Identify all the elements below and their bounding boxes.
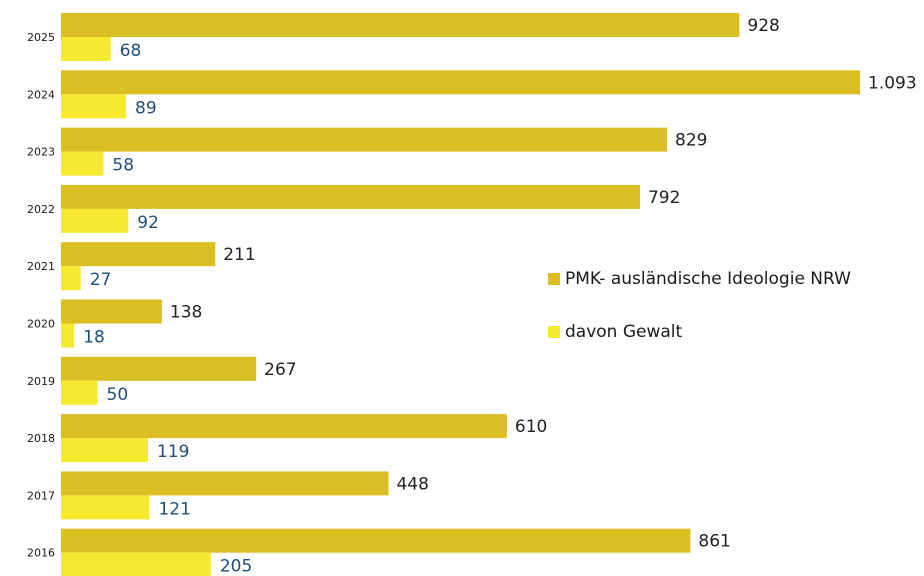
bar-main-2023 bbox=[61, 127, 668, 152]
bar-main-2020 bbox=[61, 299, 162, 324]
data-label-sub-2023: 58 bbox=[112, 156, 134, 176]
category-label-2016: 2016 bbox=[27, 547, 55, 560]
bar-sub-2023 bbox=[61, 151, 104, 176]
bar-main-2021 bbox=[61, 242, 216, 267]
bar-main-2024 bbox=[61, 70, 860, 95]
bar-sub-2021 bbox=[61, 266, 81, 291]
data-label-main-2020: 138 bbox=[170, 303, 202, 323]
bar-sub-2016 bbox=[61, 552, 211, 576]
data-label-sub-2021: 27 bbox=[90, 270, 112, 290]
legend-label-1: davon Gewalt bbox=[565, 322, 683, 342]
bar-sub-2017 bbox=[61, 495, 150, 520]
data-label-main-2019: 267 bbox=[264, 360, 296, 380]
category-label-2025: 2025 bbox=[27, 31, 55, 44]
legend-label-0: PMK- ausländische Ideologie NRW bbox=[565, 269, 851, 289]
bar-sub-2018 bbox=[61, 438, 148, 463]
data-label-main-2016: 861 bbox=[698, 532, 730, 552]
category-label-2020: 2020 bbox=[27, 318, 55, 331]
data-label-sub-2025: 68 bbox=[120, 41, 142, 61]
legend-swatch-1 bbox=[548, 326, 560, 338]
category-label-2022: 2022 bbox=[27, 203, 55, 216]
data-label-main-2025: 928 bbox=[747, 16, 779, 36]
bar-sub-2022 bbox=[61, 208, 129, 233]
category-label-2023: 2023 bbox=[27, 146, 55, 159]
data-label-sub-2018: 119 bbox=[157, 442, 189, 462]
bar-main-2022 bbox=[61, 184, 640, 209]
category-label-2017: 2017 bbox=[27, 489, 55, 502]
category-label-2024: 2024 bbox=[27, 88, 55, 101]
bar-main-2018 bbox=[61, 414, 507, 439]
bar-sub-2019 bbox=[61, 380, 98, 405]
category-label-2021: 2021 bbox=[27, 260, 55, 273]
data-label-main-2023: 829 bbox=[675, 131, 707, 151]
bar-sub-2025 bbox=[61, 37, 111, 61]
data-label-sub-2024: 89 bbox=[135, 98, 157, 118]
category-label-2019: 2019 bbox=[27, 375, 55, 388]
category-label-2018: 2018 bbox=[27, 432, 55, 445]
bar-main-2019 bbox=[61, 356, 257, 381]
data-label-main-2022: 792 bbox=[648, 188, 680, 208]
data-label-main-2024: 1.093 bbox=[868, 73, 917, 93]
bar-main-2025 bbox=[61, 13, 740, 37]
data-label-sub-2020: 18 bbox=[83, 328, 105, 348]
data-label-main-2017: 448 bbox=[396, 474, 428, 494]
bar-sub-2020 bbox=[61, 323, 75, 348]
bar-sub-2024 bbox=[61, 94, 127, 119]
data-label-main-2021: 211 bbox=[223, 245, 255, 265]
data-label-main-2018: 610 bbox=[515, 417, 547, 437]
bar-main-2017 bbox=[61, 471, 389, 496]
legend-swatch-0 bbox=[548, 273, 560, 285]
data-label-sub-2022: 92 bbox=[137, 213, 159, 233]
data-label-sub-2019: 50 bbox=[107, 385, 129, 405]
data-label-sub-2016: 205 bbox=[220, 557, 252, 576]
data-label-sub-2017: 121 bbox=[158, 499, 190, 519]
bar-main-2016 bbox=[61, 528, 691, 553]
